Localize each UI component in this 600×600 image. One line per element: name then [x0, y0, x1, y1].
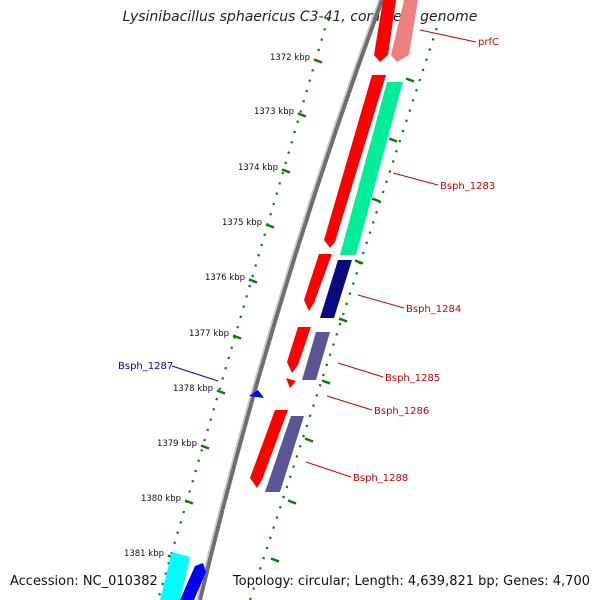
- inner-tick-mark: [184, 499, 194, 505]
- genome-backbone-highlight: [196, 0, 380, 600]
- outer-tick-mark: [338, 317, 348, 323]
- gene-bsph1286[interactable]: [286, 378, 296, 388]
- inner-tick-mark: [297, 112, 307, 118]
- gene-bsph1283-red[interactable]: [324, 75, 386, 248]
- gene-prfC-forward[interactable]: [374, 0, 396, 62]
- inner-ruler-dots: [156, 17, 330, 600]
- tick-label: 1372 kbp: [270, 53, 310, 63]
- tick-label: 1373 kbp: [254, 107, 294, 117]
- pointer-bsph1286: [326, 395, 373, 411]
- gene-bsph1285-slate[interactable]: [302, 332, 330, 380]
- accession-text: Accession: NC_010382: [10, 574, 158, 589]
- genome-backbone: [198, 0, 384, 600]
- gene-bsph1284-red[interactable]: [304, 254, 332, 311]
- label-bsph1285[interactable]: Bsph_1285: [385, 373, 440, 384]
- inner-tick-mark: [200, 444, 210, 450]
- tick-label: 1379 kbp: [157, 439, 197, 449]
- pointer-bsph1285: [337, 362, 384, 378]
- inner-tick-mark: [248, 278, 258, 284]
- tick-marks: 1372 kbp 1373 kbp 1374 kbp 1375 kbp 1376 kbp…: [124, 53, 415, 563]
- gene-bsph1288-slate[interactable]: [265, 416, 304, 492]
- pointer-bsph1287: [171, 365, 219, 382]
- inner-tick-mark: [232, 334, 242, 340]
- gene-bsph1285-red[interactable]: [287, 327, 311, 373]
- tick-label: 1380 kbp: [141, 494, 181, 504]
- outer-tick-mark: [354, 259, 364, 265]
- pointer-prfC: [419, 29, 477, 43]
- outer-tick-mark: [270, 557, 280, 563]
- gene-bsph1288-red[interactable]: [250, 410, 288, 488]
- label-bsph1283[interactable]: Bsph_1283: [440, 181, 495, 192]
- gene-bottom-blue[interactable]: [180, 563, 206, 600]
- label-bsph1288[interactable]: Bsph_1288: [353, 473, 408, 484]
- inner-tick-mark: [281, 168, 291, 174]
- gene-bsph1283-green[interactable]: [340, 82, 403, 255]
- label-bsph1284[interactable]: Bsph_1284: [406, 304, 461, 315]
- outer-tick-mark: [304, 437, 314, 443]
- outer-tick-mark: [371, 197, 381, 203]
- tick-label: 1374 kbp: [238, 163, 278, 173]
- tick-label: 1378 kbp: [173, 384, 213, 394]
- gene-bsph1284-navy[interactable]: [320, 260, 352, 318]
- tick-label: 1381 kbp: [124, 549, 164, 559]
- label-bsph1287[interactable]: Bsph_1287: [118, 361, 173, 372]
- outer-tick-mark: [388, 137, 398, 143]
- gene-bsph1287[interactable]: [249, 390, 264, 398]
- tick-label: 1377 kbp: [189, 329, 229, 339]
- pointer-bsph1288: [305, 461, 352, 478]
- gene-bottom-cyan[interactable]: [160, 552, 190, 600]
- label-prfC[interactable]: prfC: [478, 37, 499, 48]
- outer-tick-mark: [321, 379, 331, 385]
- label-bsph1286[interactable]: Bsph_1286: [374, 406, 429, 417]
- outer-tick-mark: [287, 499, 297, 505]
- pointer-bsph1283: [392, 172, 439, 186]
- inner-tick-mark: [313, 58, 323, 64]
- pointer-bsph1284: [357, 294, 405, 309]
- outer-tick-mark: [405, 77, 415, 83]
- gene-prfC-light[interactable]: [391, 0, 418, 62]
- topology-text: Topology: circular; Length: 4,639,821 bp…: [232, 574, 590, 589]
- tick-label: 1376 kbp: [205, 273, 245, 283]
- inner-tick-mark: [216, 389, 226, 395]
- tick-label: 1375 kbp: [222, 218, 262, 228]
- inner-tick-mark: [265, 223, 275, 229]
